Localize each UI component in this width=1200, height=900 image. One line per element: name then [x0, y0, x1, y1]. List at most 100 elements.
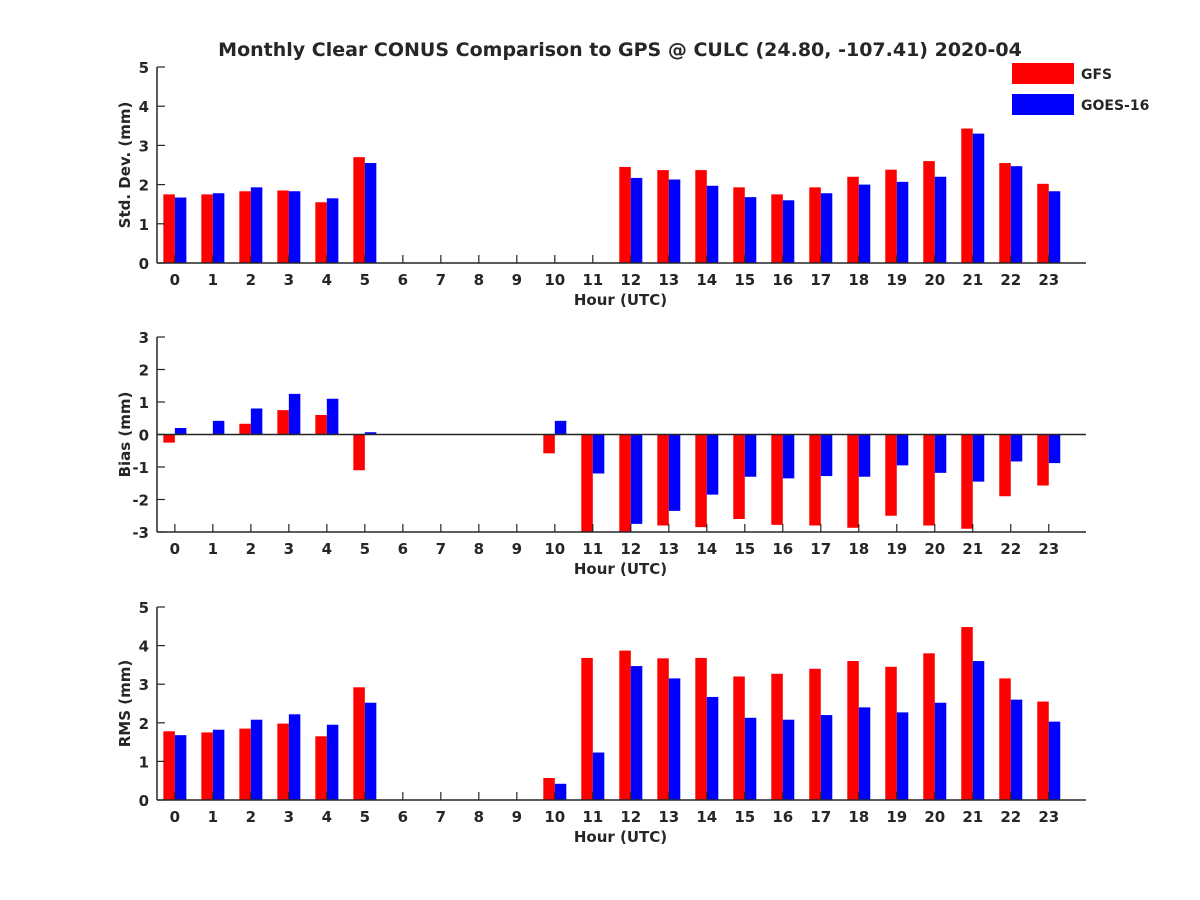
x-tick-label: 21	[962, 808, 983, 826]
bar-goes16-hour-11	[592, 434, 605, 474]
bar-gfs-hour-11	[581, 657, 593, 800]
x-tick-label: 7	[436, 271, 446, 289]
x-tick-label: 7	[436, 808, 446, 826]
bar-gfs-hour-16	[771, 194, 783, 263]
x-tick-label: 22	[1000, 271, 1021, 289]
bar-gfs-hour-18	[847, 434, 859, 528]
y-tick-label: 1	[139, 216, 149, 234]
bar-gfs-hour-20	[923, 434, 935, 526]
bar-goes16-hour-15	[744, 197, 757, 263]
bar-gfs-hour-11	[581, 434, 593, 532]
bar-goes16-hour-12	[630, 434, 643, 524]
bar-gfs-hour-15	[733, 434, 745, 519]
bar-goes16-hour-14	[706, 185, 719, 263]
bar-goes16-hour-20	[934, 434, 947, 473]
x-tick-label: 5	[360, 271, 370, 289]
bar-goes16-hour-14	[706, 434, 719, 495]
x-tick-label: 13	[658, 540, 679, 558]
y-tick-label: 0	[139, 427, 149, 445]
x-tick-label: 15	[734, 271, 755, 289]
bar-gfs-hour-17	[809, 187, 821, 263]
bar-gfs-hour-10	[543, 777, 555, 800]
x-tick-label: 19	[886, 540, 907, 558]
x-tick-label: 18	[848, 540, 869, 558]
x-tick-label: 12	[620, 540, 641, 558]
bar-gfs-hour-12	[619, 434, 631, 532]
bar-gfs-hour-14	[695, 434, 707, 528]
bar-gfs-hour-1	[201, 732, 213, 800]
x-tick-label: 17	[810, 540, 831, 558]
bar-gfs-hour-14	[695, 170, 707, 263]
bar-goes16-hour-15	[744, 434, 757, 477]
bar-gfs-hour-23	[1037, 434, 1049, 486]
bar-goes16-hour-22	[1010, 166, 1023, 263]
bar-gfs-hour-16	[771, 434, 783, 525]
bar-gfs-hour-17	[809, 668, 821, 800]
x-tick-label: 23	[1038, 808, 1059, 826]
x-tick-label: 18	[848, 808, 869, 826]
x-tick-label: 5	[360, 540, 370, 558]
bar-gfs-hour-14	[695, 657, 707, 800]
x-tick-label: 5	[360, 808, 370, 826]
bar-gfs-hour-17	[809, 434, 821, 526]
x-tick-label: 0	[170, 271, 180, 289]
bar-goes16-hour-13	[668, 678, 681, 800]
bar-gfs-hour-5	[353, 157, 365, 263]
bar-gfs-hour-22	[999, 163, 1011, 263]
bar-gfs-hour-0	[163, 194, 175, 263]
bar-goes16-hour-5	[364, 702, 377, 800]
y-tick-label: 3	[139, 676, 149, 694]
x-tick-label: 1	[208, 808, 218, 826]
bar-gfs-hour-13	[657, 658, 669, 800]
y-axis-label: RMS (mm)	[116, 660, 134, 747]
bar-goes16-hour-5	[364, 163, 377, 263]
y-tick-label: 2	[139, 715, 149, 733]
bar-gfs-hour-19	[885, 434, 897, 516]
bar-goes16-hour-12	[630, 177, 643, 263]
bar-gfs-hour-21	[961, 128, 973, 263]
x-tick-label: 3	[284, 808, 294, 826]
x-tick-label: 1	[208, 540, 218, 558]
x-tick-label: 17	[810, 271, 831, 289]
bar-goes16-hour-0	[174, 197, 187, 263]
bar-gfs-hour-2	[239, 728, 251, 800]
x-axis-label: Hour (UTC)	[574, 560, 667, 578]
legend-label-gfs: GFS	[1081, 67, 1112, 83]
bar-goes16-hour-22	[1010, 699, 1023, 800]
bar-goes16-hour-4	[326, 198, 339, 263]
x-tick-label: 6	[398, 808, 408, 826]
x-tick-label: 20	[924, 808, 945, 826]
bar-gfs-hour-5	[353, 434, 365, 471]
bar-goes16-hour-14	[706, 696, 719, 800]
bar-goes16-hour-20	[934, 702, 947, 800]
x-tick-label: 10	[544, 808, 565, 826]
x-tick-label: 1	[208, 271, 218, 289]
bar-gfs-hour-3	[277, 410, 289, 435]
x-tick-label: 10	[544, 271, 565, 289]
bar-gfs-hour-19	[885, 666, 897, 800]
x-tick-label: 16	[772, 271, 793, 289]
bar-goes16-hour-2	[250, 187, 263, 263]
bar-goes16-hour-12	[630, 666, 643, 800]
x-tick-label: 14	[696, 540, 717, 558]
bar-goes16-hour-20	[934, 176, 947, 263]
y-tick-label: 4	[139, 98, 149, 116]
bar-goes16-hour-2	[250, 408, 263, 435]
x-tick-label: 8	[474, 540, 484, 558]
bar-goes16-hour-16	[782, 434, 795, 479]
x-tick-label: 12	[620, 271, 641, 289]
x-tick-label: 16	[772, 540, 793, 558]
x-tick-label: 8	[474, 808, 484, 826]
bar-goes16-hour-0	[174, 428, 187, 435]
legend-label-goes16: GOES-16	[1081, 98, 1149, 114]
bar-gfs-hour-13	[657, 170, 669, 263]
x-tick-label: 2	[246, 271, 256, 289]
y-tick-label: -3	[132, 524, 149, 542]
bar-goes16-hour-19	[896, 434, 909, 466]
y-tick-label: 1	[139, 753, 149, 771]
x-tick-label: 21	[962, 540, 983, 558]
x-tick-label: 0	[170, 808, 180, 826]
bar-goes16-hour-21	[972, 434, 985, 482]
x-tick-label: 20	[924, 271, 945, 289]
